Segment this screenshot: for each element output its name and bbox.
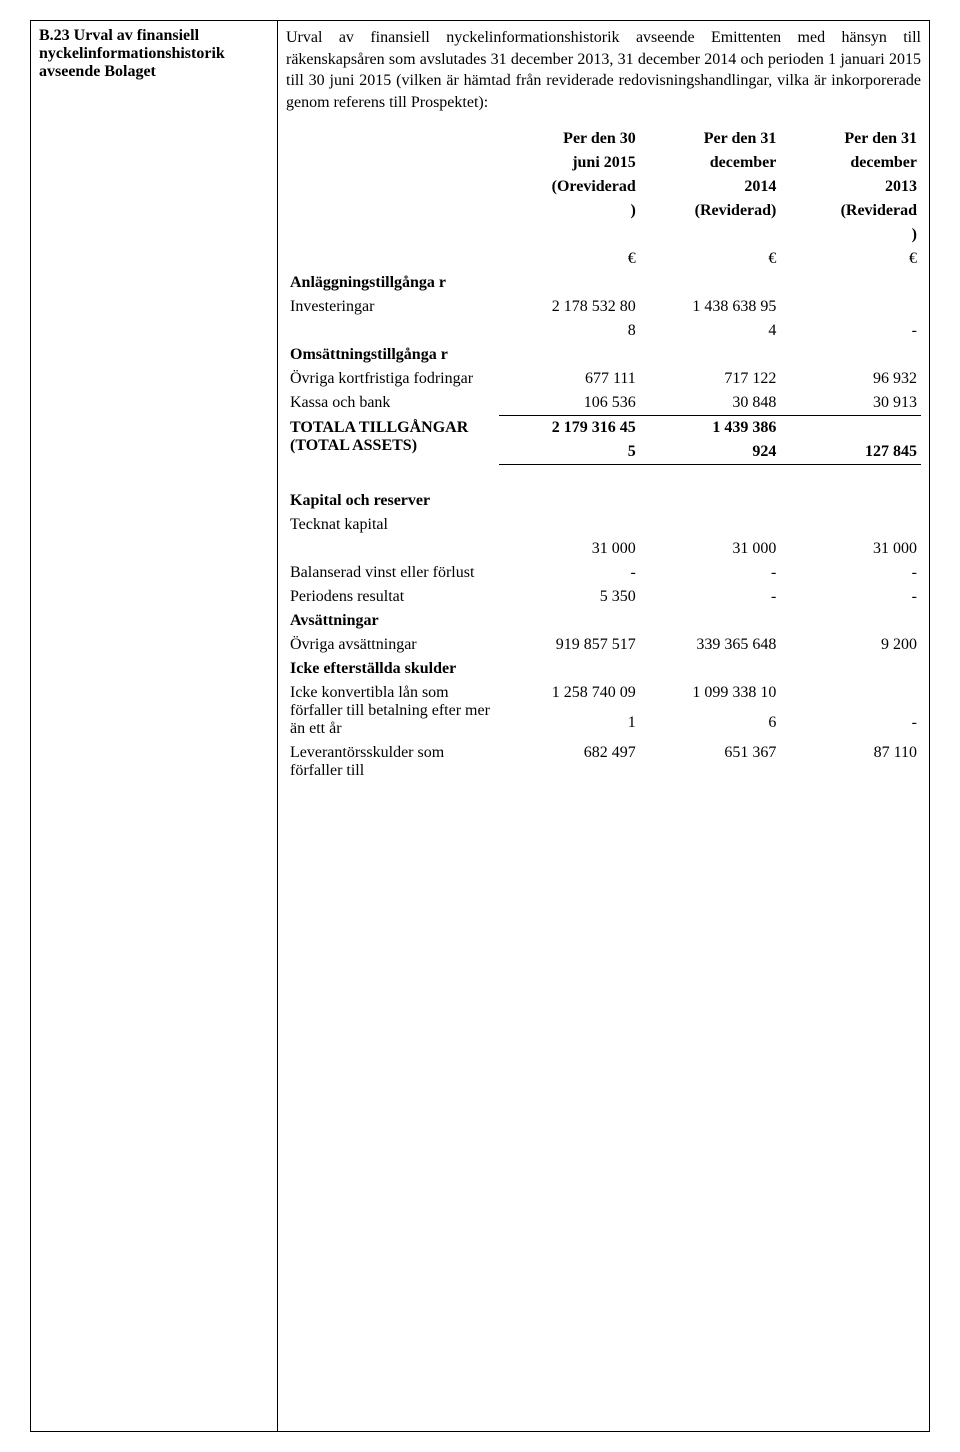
- col1-h3: (Oreviderad: [499, 175, 640, 199]
- col3-h4: (Reviderad: [780, 199, 921, 223]
- receivables-label: Övriga kortfristiga fodringar: [286, 367, 499, 391]
- capital-reserves-label: Kapital och reserver: [286, 489, 499, 513]
- col3-h1: Per den 31: [780, 127, 921, 151]
- other-provisions-label: Övriga avsättningar: [286, 633, 499, 657]
- total-assets-c2a: 1 439 386: [640, 416, 781, 441]
- retained-label: Balanserad vinst eller förlust: [286, 561, 499, 585]
- outer-table: B.23 Urval av finansiell nyckelinformati…: [30, 20, 930, 1432]
- nonsub-label: Icke efterställda skulder: [286, 657, 499, 681]
- trade-c3: 87 110: [780, 741, 921, 783]
- retained-c2: -: [640, 561, 781, 585]
- header-row-5: ): [286, 223, 921, 247]
- investments-c1b: 8: [499, 319, 640, 343]
- col3-h2: december: [780, 151, 921, 175]
- financial-table: Per den 30 Per den 31 Per den 31 juni 20…: [286, 127, 921, 783]
- total-assets-c3: 127 845: [780, 440, 921, 465]
- trade-c1: 682 497: [499, 741, 640, 783]
- trade-c2: 651 367: [640, 741, 781, 783]
- retained-row: Balanserad vinst eller förlust - - -: [286, 561, 921, 585]
- fixed-assets-label: Anläggningstillgånga r: [286, 271, 499, 295]
- subscribed-label: Tecknat kapital: [286, 513, 499, 537]
- header-row-1: Per den 30 Per den 31 Per den 31: [286, 127, 921, 151]
- current-assets-header: Omsättningstillgånga r: [286, 343, 921, 367]
- col2-h3: 2014: [640, 175, 781, 199]
- period-result-c3: -: [780, 585, 921, 609]
- loans-row-1: Icke konvertibla lån som förfaller till …: [286, 681, 921, 711]
- section-id: B.23 Urval av finansiell nyckelinformati…: [39, 27, 269, 81]
- currency-row: € € €: [286, 247, 921, 271]
- cash-c2: 30 848: [640, 391, 781, 416]
- page: B.23 Urval av finansiell nyckelinformati…: [0, 0, 960, 1452]
- receivables-c3: 96 932: [780, 367, 921, 391]
- loans-c3: -: [780, 711, 921, 741]
- currency-c3: €: [780, 247, 921, 271]
- col3-h5: ): [780, 223, 921, 247]
- total-assets-label: TOTALA TILLGÅNGAR (TOTAL ASSETS): [286, 416, 499, 465]
- total-assets-c1b: 5: [499, 440, 640, 465]
- period-result-c2: -: [640, 585, 781, 609]
- investments-row-2: 8 4 -: [286, 319, 921, 343]
- loans-c1a: 1 258 740 09: [499, 681, 640, 711]
- currency-c1: €: [499, 247, 640, 271]
- header-row-3: (Oreviderad 2014 2013: [286, 175, 921, 199]
- retained-c3: -: [780, 561, 921, 585]
- provisions-header: Avsättningar: [286, 609, 921, 633]
- cash-label: Kassa och bank: [286, 391, 499, 416]
- header-row-2: juni 2015 december december: [286, 151, 921, 175]
- col2-h1: Per den 31: [640, 127, 781, 151]
- receivables-row: Övriga kortfristiga fodringar 677 111 71…: [286, 367, 921, 391]
- col1-h4: ): [499, 199, 640, 223]
- trade-label: Leverantörsskulder som förfaller till: [286, 741, 499, 783]
- investments-label: Investeringar: [286, 295, 499, 319]
- header-row-4: ) (Reviderad) (Reviderad: [286, 199, 921, 223]
- col2-h4: (Reviderad): [640, 199, 781, 223]
- cash-c1: 106 536: [499, 391, 640, 416]
- other-provisions-c3: 9 200: [780, 633, 921, 657]
- nonsub-header: Icke efterställda skulder: [286, 657, 921, 681]
- loans-c1b: 1: [499, 711, 640, 741]
- left-cell: B.23 Urval av finansiell nyckelinformati…: [31, 21, 278, 1432]
- period-result-c1: 5 350: [499, 585, 640, 609]
- receivables-c2: 717 122: [640, 367, 781, 391]
- investments-c3: -: [780, 319, 921, 343]
- subscribed-values-row: 31 000 31 000 31 000: [286, 537, 921, 561]
- loans-label: Icke konvertibla lån som förfaller till …: [286, 681, 499, 741]
- investments-c1a: 2 178 532 80: [499, 295, 640, 319]
- loans-c2a: 1 099 338 10: [640, 681, 781, 711]
- period-result-row: Periodens resultat 5 350 - -: [286, 585, 921, 609]
- investments-c2b: 4: [640, 319, 781, 343]
- col2-h2: december: [640, 151, 781, 175]
- total-assets-c1a: 2 179 316 45: [499, 416, 640, 441]
- current-assets-label: Omsättningstillgånga r: [286, 343, 499, 367]
- subscribed-c1: 31 000: [499, 537, 640, 561]
- other-provisions-row: Övriga avsättningar 919 857 517 339 365 …: [286, 633, 921, 657]
- currency-c2: €: [640, 247, 781, 271]
- provisions-label: Avsättningar: [286, 609, 499, 633]
- fixed-assets-header: Anläggningstillgånga r: [286, 271, 921, 295]
- investments-c2a: 1 438 638 95: [640, 295, 781, 319]
- retained-c1: -: [499, 561, 640, 585]
- cash-row: Kassa och bank 106 536 30 848 30 913: [286, 391, 921, 416]
- right-cell: Urval av finansiell nyckelinformationshi…: [278, 21, 930, 1432]
- col3-h3: 2013: [780, 175, 921, 199]
- capital-reserves-header: Kapital och reserver: [286, 489, 921, 513]
- period-result-label: Periodens resultat: [286, 585, 499, 609]
- total-assets-row-1: TOTALA TILLGÅNGAR (TOTAL ASSETS) 2 179 3…: [286, 416, 921, 441]
- total-assets-c2b: 924: [640, 440, 781, 465]
- subscribed-c2: 31 000: [640, 537, 781, 561]
- col1-h2: juni 2015: [499, 151, 640, 175]
- investments-row-1: Investeringar 2 178 532 80 1 438 638 95: [286, 295, 921, 319]
- intro-paragraph: Urval av finansiell nyckelinformationshi…: [286, 27, 921, 113]
- trade-row: Leverantörsskulder som förfaller till 68…: [286, 741, 921, 783]
- cash-c3: 30 913: [780, 391, 921, 416]
- col1-h1: Per den 30: [499, 127, 640, 151]
- other-provisions-c1: 919 857 517: [499, 633, 640, 657]
- receivables-c1: 677 111: [499, 367, 640, 391]
- loans-c2b: 6: [640, 711, 781, 741]
- subscribed-label-row: Tecknat kapital: [286, 513, 921, 537]
- other-provisions-c2: 339 365 648: [640, 633, 781, 657]
- subscribed-c3: 31 000: [780, 537, 921, 561]
